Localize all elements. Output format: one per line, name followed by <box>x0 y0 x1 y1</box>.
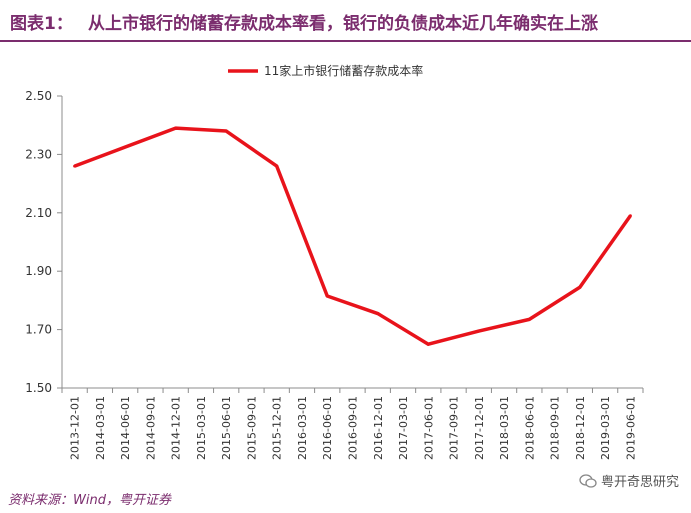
data-point <box>73 164 77 168</box>
source-note: 资料来源：Wind，粤开证券 <box>8 493 171 508</box>
figure-label: 图表1： <box>10 14 73 34</box>
x-tick-label: 2014-12-01 <box>170 396 183 460</box>
x-tick-label: 2014-06-01 <box>119 396 132 460</box>
data-point <box>275 164 279 168</box>
figure-header: 图表1： 从上市银行的储蓄存款成本率看，银行的负债成本近几年确实在上涨 <box>0 0 691 42</box>
x-tick-label: 2016-09-01 <box>347 396 360 460</box>
x-tick-label: 2017-03-01 <box>397 396 410 460</box>
x-tick-label: 2017-12-01 <box>473 396 486 460</box>
x-tick-label: 2017-06-01 <box>422 396 435 460</box>
x-tick-label: 2019-03-01 <box>599 396 612 460</box>
x-tick-label: 2017-09-01 <box>448 396 461 460</box>
y-tick-label: 1.90 <box>25 264 52 278</box>
x-tick-label: 2016-06-01 <box>321 396 334 460</box>
data-point <box>325 294 329 298</box>
x-tick-label: 2016-12-01 <box>372 396 385 460</box>
x-tick-label: 2018-09-01 <box>549 396 562 460</box>
data-point <box>578 285 582 289</box>
data-point <box>628 214 632 218</box>
y-tick-label: 1.70 <box>25 323 52 337</box>
watermark: 粤开奇思研究 <box>579 471 679 490</box>
y-tick-label: 2.30 <box>25 147 52 161</box>
legend-label: 11家上市银行储蓄存款成本率 <box>264 63 423 78</box>
x-tick-label: 2015-06-01 <box>220 396 233 460</box>
x-tick-label: 2014-09-01 <box>144 396 157 460</box>
x-tick-label: 2019-06-01 <box>624 396 637 460</box>
y-tick-label: 2.10 <box>25 206 52 220</box>
x-tick-label: 2018-06-01 <box>523 396 536 460</box>
data-point <box>174 126 178 130</box>
line-chart: 1.50 1.70 1.90 2.10 2.30 2.50 2013-12-01 2014-0… <box>25 63 644 460</box>
watermark-text: 粤开奇思研究 <box>600 475 679 490</box>
x-tick-label: 2015-09-01 <box>245 396 258 460</box>
data-point <box>224 129 228 133</box>
data-point <box>426 342 430 346</box>
x-tick-label: 2015-03-01 <box>195 396 208 460</box>
y-tick-label: 2.50 <box>25 89 52 103</box>
data-point <box>477 329 481 333</box>
x-tick-label: 2016-03-01 <box>296 396 309 460</box>
x-tick-label: 2018-12-01 <box>574 396 587 460</box>
figure-title: 从上市银行的储蓄存款成本率看，银行的负债成本近几年确实在上涨 <box>88 14 598 34</box>
x-tick-label: 2018-03-01 <box>498 396 511 460</box>
y-tick-label: 1.50 <box>25 381 52 395</box>
data-point <box>527 317 531 321</box>
series-line <box>74 126 632 346</box>
data-point <box>376 312 380 316</box>
wechat-icon <box>579 473 597 488</box>
x-tick-label: 2015-12-01 <box>271 396 284 460</box>
x-tick-label: 2014-03-01 <box>94 396 107 460</box>
x-tick-label: 2013-12-01 <box>69 396 82 460</box>
